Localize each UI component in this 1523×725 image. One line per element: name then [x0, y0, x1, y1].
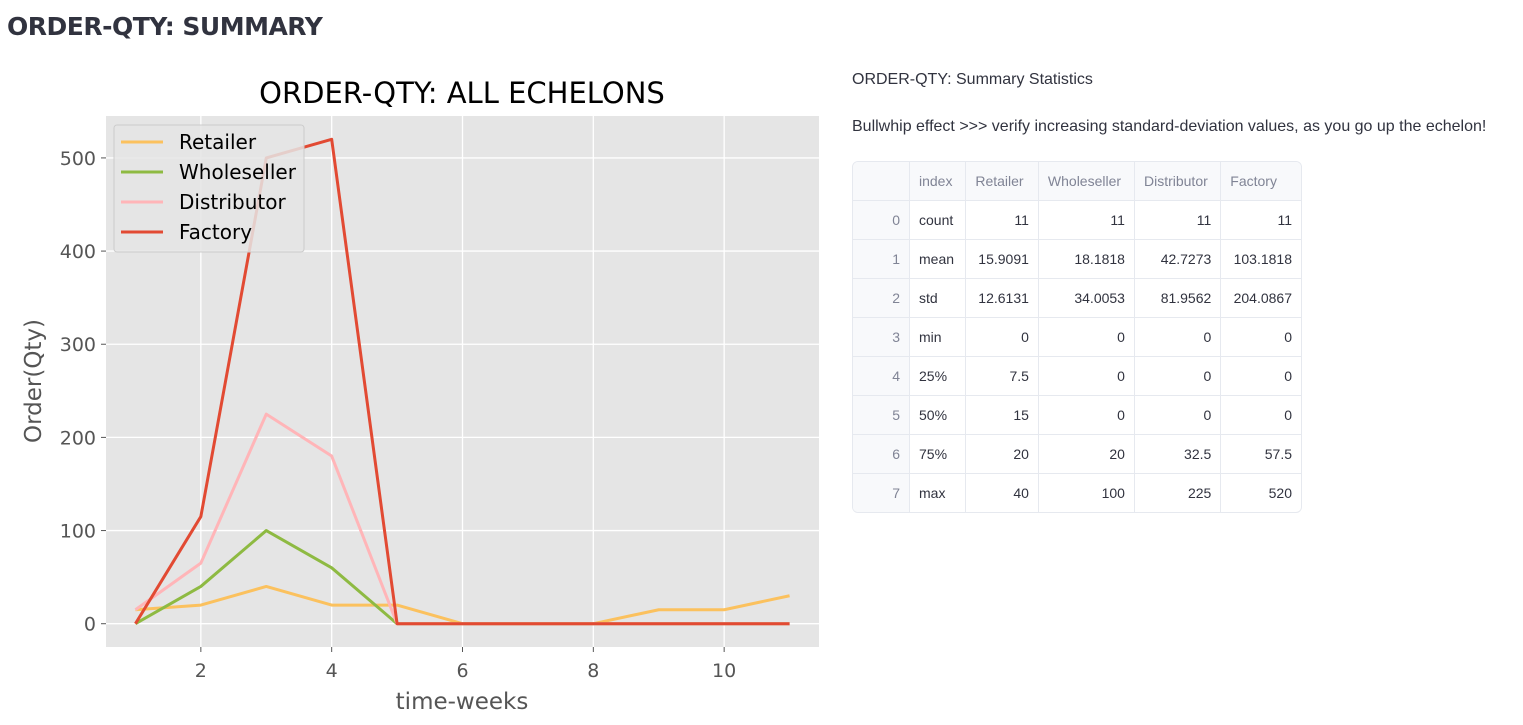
bullwhip-note: Bullwhip effect >>> verify increasing st… — [852, 118, 1487, 135]
column-header-distributor[interactable]: Distributor — [1134, 162, 1222, 201]
legend-label-wholeseller: Wholeseller — [179, 160, 297, 184]
value-cell[interactable]: 0 — [1134, 395, 1222, 435]
order-qty-chart: 2 4 6 8 10 0 100 200 300 400 500 ORDER-QTY: ALL EC… — [0, 68, 830, 725]
value-cell[interactable]: 0 — [1134, 317, 1222, 357]
row-label-cell[interactable]: count — [909, 200, 967, 240]
row-label-cell[interactable]: mean — [909, 239, 967, 279]
value-cell[interactable]: 81.9562 — [1134, 278, 1222, 318]
row-label-cell[interactable]: 50% — [909, 395, 967, 435]
row-label-cell[interactable]: std — [909, 278, 967, 318]
value-cell[interactable]: 11 — [1220, 200, 1301, 240]
chart-title: ORDER-QTY: ALL ECHELONS — [259, 76, 665, 110]
series-lines — [134, 137, 790, 626]
column-header-row-index[interactable] — [853, 162, 910, 201]
row-index-cell[interactable]: 6 — [853, 434, 910, 474]
table-row[interactable]: 4 25% 7.5 0 0 0 — [853, 356, 1301, 396]
row-index-cell[interactable]: 2 — [853, 278, 910, 318]
row-index-cell[interactable]: 4 — [853, 356, 910, 396]
table-header-row: index Retailer Wholeseller Distributor F… — [853, 162, 1301, 201]
row-index-cell[interactable]: 1 — [853, 239, 910, 279]
value-cell[interactable]: 0 — [1038, 395, 1135, 435]
x-axis-label: time-weeks — [396, 689, 529, 715]
column-header-factory[interactable]: Factory — [1220, 162, 1301, 201]
value-cell[interactable]: 42.7273 — [1134, 239, 1222, 279]
value-cell[interactable]: 57.5 — [1220, 434, 1301, 474]
x-tick-label: 10 — [712, 660, 736, 682]
value-cell[interactable]: 0 — [1220, 395, 1301, 435]
row-label-cell[interactable]: 25% — [909, 356, 967, 396]
row-index-cell[interactable]: 7 — [853, 473, 910, 512]
value-cell[interactable]: 11 — [965, 200, 1039, 240]
value-cell[interactable]: 100 — [1038, 473, 1135, 512]
value-cell[interactable]: 520 — [1268, 485, 1292, 501]
row-index-cell[interactable]: 5 — [853, 395, 910, 435]
value-cell[interactable]: 0 — [1134, 356, 1222, 396]
value-cell[interactable]: 204.0867 — [1220, 278, 1301, 318]
value-cell[interactable]: 32.5 — [1134, 434, 1222, 474]
value-cell[interactable]: 40 — [965, 473, 1039, 512]
legend-label-retailer: Retailer — [179, 130, 257, 154]
y-tick-label: 0 — [84, 614, 96, 636]
row-label-cell[interactable]: min — [909, 317, 967, 357]
column-header-retailer[interactable]: Retailer — [965, 162, 1039, 201]
table-row[interactable]: 1 mean 15.9091 18.1818 42.7273 103.1818 — [853, 239, 1301, 279]
row-label-cell[interactable]: max — [909, 473, 967, 512]
grid-lines — [106, 116, 819, 647]
value-cell[interactable]: 7.5 — [965, 356, 1039, 396]
column-header-index[interactable]: index — [909, 162, 967, 201]
value-cell[interactable]: 15 — [965, 395, 1039, 435]
x-tick-label: 4 — [326, 660, 338, 682]
value-cell[interactable]: 15.9091 — [965, 239, 1039, 279]
column-header-wholeseller[interactable]: Wholeseller — [1038, 162, 1135, 201]
y-axis-label: Order(Qty) — [21, 319, 47, 443]
value-cell[interactable]: 103.1818 — [1220, 239, 1301, 279]
page-title: ORDER-QTY: SUMMARY — [7, 12, 323, 41]
value-cell[interactable]: 34.0053 — [1038, 278, 1135, 318]
x-tick-label: 2 — [195, 660, 207, 682]
y-tick-label: 500 — [60, 148, 96, 170]
value-cell[interactable]: 0 — [1220, 356, 1301, 396]
y-tick-label: 400 — [60, 241, 96, 263]
row-index-cell[interactable]: 3 — [853, 317, 910, 357]
value-cell[interactable]: 0 — [965, 317, 1039, 357]
summary-table[interactable]: index Retailer Wholeseller Distributor F… — [852, 161, 1302, 513]
value-cell[interactable]: 0 — [1220, 317, 1301, 357]
series-line-factory — [134, 137, 790, 626]
y-tick-label: 100 — [60, 521, 96, 543]
value-cell[interactable]: 11 — [1038, 200, 1135, 240]
stats-title: ORDER-QTY: Summary Statistics — [852, 71, 1093, 88]
value-cell[interactable]: 20 — [965, 434, 1039, 474]
value-cell[interactable]: 0 — [1038, 356, 1135, 396]
value-cell[interactable]: 20 — [1038, 434, 1135, 474]
value-cell[interactable]: 18.1818 — [1038, 239, 1135, 279]
table-row[interactable]: 0 count 11 11 11 11 — [853, 200, 1301, 240]
table-row[interactable]: 5 50% 15 0 0 0 — [853, 395, 1301, 435]
table-row[interactable]: 3 min 0 0 0 0 — [853, 317, 1301, 357]
table-row[interactable]: 2 std 12.6131 34.0053 81.9562 204.0867 — [853, 278, 1301, 318]
row-label-cell[interactable]: 75% — [909, 434, 967, 474]
legend: Retailer Wholeseller Distributor Factory — [113, 124, 305, 253]
y-tick-label: 300 — [60, 334, 96, 356]
x-tick-label: 6 — [456, 660, 468, 682]
value-cell[interactable]: 11 — [1134, 200, 1222, 240]
value-cell[interactable]: 225 — [1134, 473, 1222, 512]
legend-label-distributor: Distributor — [179, 190, 286, 214]
table-row[interactable]: 7 max 40 100 225 520 — [853, 473, 1301, 512]
y-tick-label: 200 — [60, 427, 96, 449]
table-row[interactable]: 6 75% 20 20 32.5 57.5 — [853, 434, 1301, 474]
value-cell[interactable]: 12.6131 — [965, 278, 1039, 318]
row-index-cell[interactable]: 0 — [853, 200, 910, 240]
x-tick-label: 8 — [587, 660, 599, 682]
value-cell[interactable]: 0 — [1038, 317, 1135, 357]
legend-label-factory: Factory — [179, 220, 252, 244]
legend-box — [113, 124, 305, 253]
